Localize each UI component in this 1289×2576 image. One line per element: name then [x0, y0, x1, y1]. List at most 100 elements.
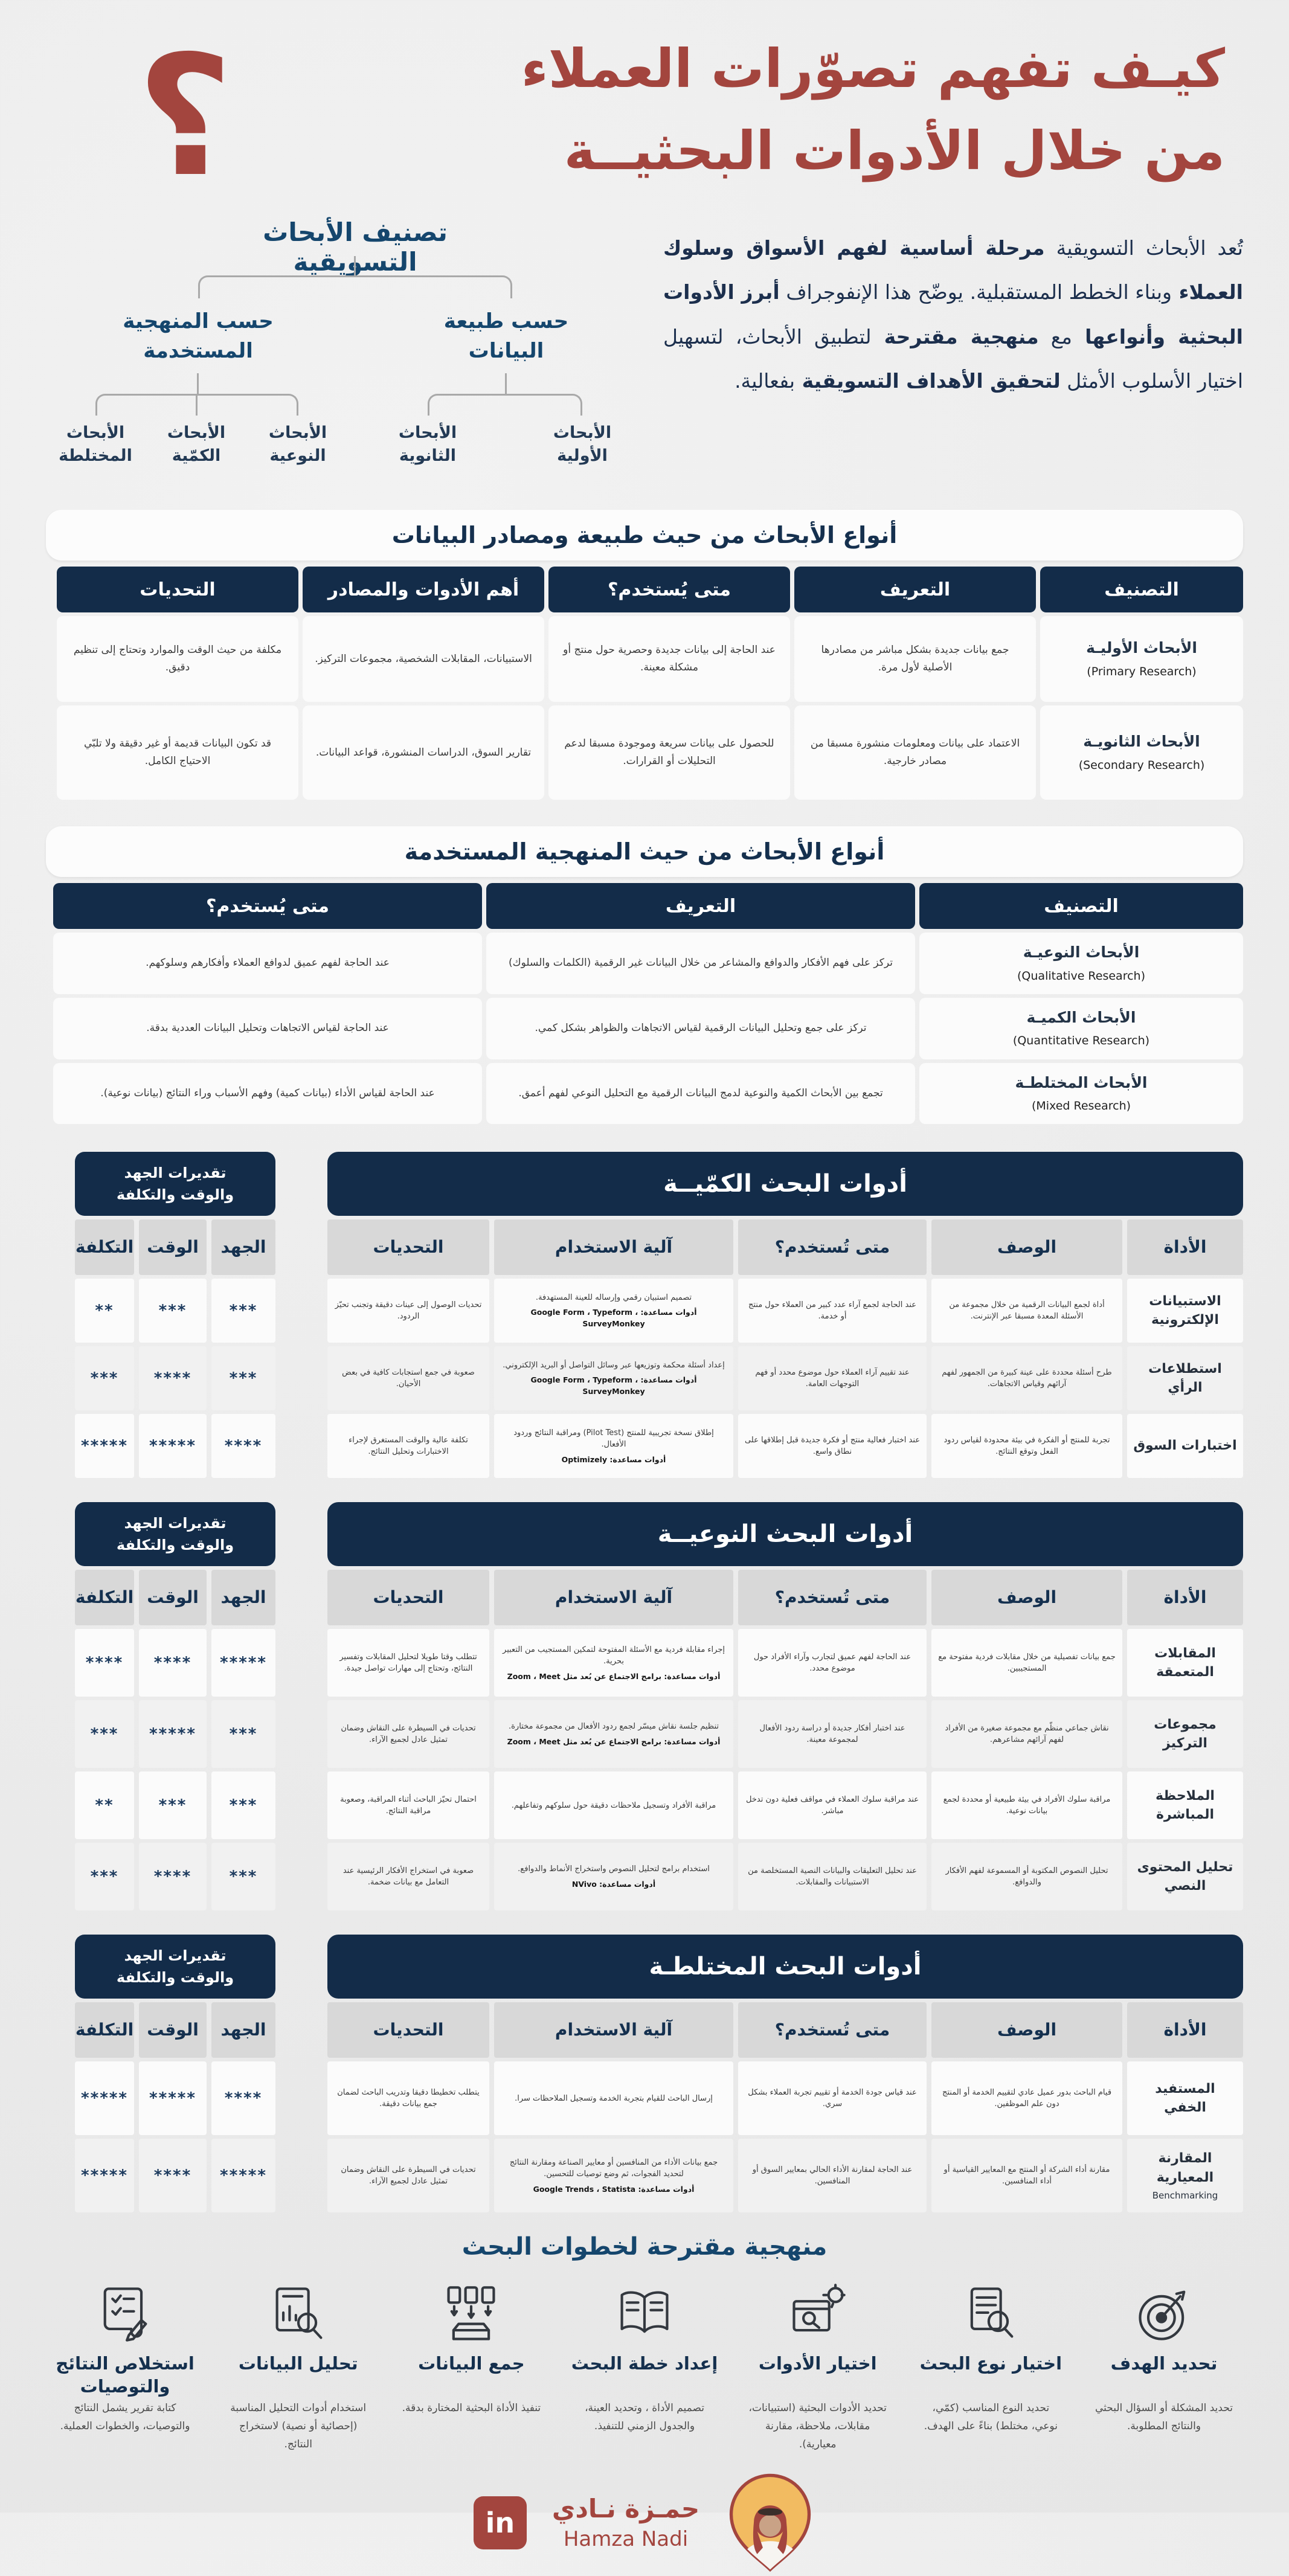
- tool-name: الملاحظة المباشرة: [1127, 1771, 1243, 1840]
- table-cell: تركز على فهم الأفكار والدوافع والمشاعر م…: [486, 933, 915, 994]
- time-rating: ****: [139, 1346, 207, 1411]
- cost-rating: **: [75, 1279, 134, 1343]
- table-methodology: التصنيف التعريف متى يُستخدم؟ الأبحاث الن…: [46, 883, 1243, 1125]
- tool-name: اختبارات السوق: [1127, 1414, 1243, 1479]
- hero-header: كيـف تفهم تصوّرات العملاء من خلال الأدوا…: [46, 14, 1243, 202]
- column-gap: [280, 2139, 323, 2212]
- author-name-arabic: حمـزة نـادي: [551, 2494, 700, 2524]
- section-qual-tools: أدوات البحث النوعيــة تقديرات الجهد والو…: [46, 1502, 1243, 1911]
- findings-icon: [46, 2274, 204, 2345]
- column-header: التحديات: [57, 567, 298, 612]
- column-header: الوصف: [931, 1570, 1122, 1626]
- tree-bracket-level1: [198, 275, 512, 298]
- table-cell: عند اختبار فعالية منتج أو فكرة جديدة قبل…: [738, 1414, 927, 1479]
- step-research-plan: إعداد خطة البحث تصميم الأداة ، وتحديد ال…: [565, 2274, 724, 2453]
- qual-tools-table: أدوات البحث النوعيــة تقديرات الجهد والو…: [46, 1502, 1243, 1911]
- section-method-steps: منهجية مقترحة لخطوات البحث تحديد الهدف ت…: [46, 2233, 1243, 2453]
- research-type-icon: [911, 2274, 1070, 2345]
- table-cell: احتمال تحيّز الباحث أثناء المراقبة، وصعو…: [327, 1771, 489, 1840]
- table-cell: عند اختبار أفكار جديدة أو دراسة ردود الأ…: [738, 1700, 927, 1768]
- helper-tools: أدوات مساعدة: Optimizely: [561, 1454, 666, 1464]
- table-cell-classification: الأبحاث الكميـة (Quantitative Research): [919, 997, 1243, 1059]
- table-cell: مراقبة سلوك الأفراد في بيئة طبيعية أو مح…: [931, 1771, 1122, 1840]
- table-cell-classification: الأبحاث النوعيـة (Qualitative Research): [919, 933, 1243, 994]
- column-gap: [280, 1346, 323, 1410]
- tool-name: المستفيد الخفي: [1127, 2061, 1243, 2136]
- column-header: متى تُستخدم؟: [738, 1219, 927, 1276]
- column-header: التكلفة: [75, 2002, 134, 2058]
- table-cell: جمع بيانات تفصيلية من خلال مقابلات فردية…: [931, 1629, 1122, 1697]
- table-cell: جمع بيانات الأداء من المنافسين أو معايير…: [494, 2139, 733, 2213]
- column-header: التعريف: [794, 567, 1036, 612]
- effort-rating: ***: [211, 1771, 275, 1840]
- table-cell-classification: الأبحاث الثانويـة (Secondary Research): [1040, 705, 1243, 800]
- tree-child-qualitative: الأبحاث النوعية: [268, 423, 327, 465]
- tool-name: الاستبيانات الإلكترونية: [1127, 1279, 1243, 1343]
- table-cell: مكلفة من حيث الوقت والموارد وتحتاج إلى ت…: [57, 616, 298, 702]
- effort-rating: *****: [211, 2139, 275, 2213]
- column-gap: [280, 1700, 323, 1768]
- quant-tools-table: أدوات البحث الكمّيــة تقديرات الجهد والو…: [46, 1152, 1243, 1479]
- intro-segment: أبرز الأدوات البحثية وأنواعها: [663, 280, 1243, 348]
- table-cell: إطلاق نسخة تجريبية للمنتج (Pilot Test) و…: [494, 1414, 733, 1479]
- intro-segment: لتحقيق الأهداف التسويقية: [795, 368, 1061, 393]
- table-cell: تجمع بين الأبحاث الكمية والنوعية لدمج ال…: [486, 1062, 915, 1125]
- helper-tools: أدوات مساعدة: برامج الاجتماع عن بُعد مثل…: [507, 1671, 721, 1681]
- effort-rating: ***: [211, 1700, 275, 1768]
- column-gap: [280, 1152, 323, 1216]
- tool-name: المقارنة المعيارية Benchmarking: [1127, 2139, 1243, 2213]
- helper-tools: أدوات مساعدة: Google Trends ، Statista: [533, 2184, 695, 2194]
- table-cell: عند الحاجة لفهم عميق لتجارب وآراء الأفرا…: [738, 1629, 927, 1697]
- table-cell: صعوبة في استخراج الأفكار الرئيسية عند ال…: [327, 1843, 489, 1911]
- tree-child-mixed: الأبحاث المختلطة: [59, 423, 132, 465]
- column-header: الجهد: [211, 1219, 275, 1276]
- time-rating: *****: [139, 1414, 207, 1479]
- tree-branch-data-nature: حسب طبيعة البيانات: [443, 309, 569, 364]
- column-header: الجهد: [211, 1570, 275, 1626]
- table-cell: تحديات في السيطرة على النقاش وضمان تمثيل…: [327, 2139, 489, 2213]
- cost-rating: ****: [75, 1629, 134, 1697]
- table-cell: عند الحاجة لقياس الأداء (بيانات كمية) وف…: [53, 1062, 482, 1125]
- column-header: متى تُستخدم؟: [738, 2002, 927, 2058]
- table-cell: عند الحاجة إلى بيانات جديدة وحصرية حول م…: [548, 616, 790, 702]
- tool-name: مجموعات التركيز: [1127, 1700, 1243, 1768]
- page-title: كيـف تفهم تصوّرات العملاء من خلال الأدوا…: [521, 28, 1225, 193]
- table-cell: تنظيم جلسة نقاش ميسّر لجمع ردود الأفعال …: [494, 1700, 733, 1768]
- tool-name: استطلاعات الرأي: [1127, 1346, 1243, 1411]
- cost-rating: *****: [75, 2139, 134, 2213]
- table-nature-title: أنواع الأبحاث من حيث طبيعة ومصادر البيان…: [391, 522, 898, 548]
- page-title-line1: كيـف تفهم تصوّرات العملاء: [521, 37, 1225, 100]
- estimates-panel-header: تقديرات الجهد والوقت والتكلفة: [75, 1935, 275, 1999]
- estimates-panel-header: تقديرات الجهد والوقت والتكلفة: [75, 1152, 275, 1216]
- column-gap: [280, 1502, 323, 1566]
- column-header: أهم الأدوات والمصادر: [303, 567, 544, 612]
- table-cell: عند الحاجة لقياس الاتجاهات وتحليل البيان…: [53, 997, 482, 1059]
- table-cell: الاستبيانات، المقابلات الشخصية، مجموعات …: [303, 616, 544, 702]
- table-cell: تجربة للمنتج أو الفكرة في بيئة محدودة لق…: [931, 1414, 1122, 1479]
- intro-segment: وبناء الخطط المستقبلية. يوضّح هذا الإنفو…: [779, 280, 1172, 304]
- table-cell: عند قياس جودة الخدمة أو تقييم تجربة العم…: [738, 2061, 927, 2136]
- column-header: التحديات: [327, 1219, 489, 1276]
- qual-tools-title: أدوات البحث النوعيــة: [327, 1502, 1243, 1567]
- table-cell-classification: الأبحاث المختلطـة (Mixed Research): [919, 1062, 1243, 1125]
- tree-connector: [505, 373, 507, 394]
- table-cell: يتطلب تخطيطا دقيقا وتدريب الباحث لضمان ج…: [327, 2061, 489, 2136]
- linkedin-icon[interactable]: in: [473, 2496, 527, 2549]
- page-title-line2: من خلال الأدوات البحثيــة: [564, 120, 1225, 182]
- table-nature-title-card: أنواع الأبحاث من حيث طبيعة ومصادر البيان…: [46, 510, 1243, 560]
- column-header: التكلفة: [75, 1219, 134, 1276]
- column-header: آلية الاستخدام: [494, 1219, 733, 1276]
- effort-rating: ***: [211, 1843, 275, 1911]
- table-cell: تتطلب وقتا طويلا لتحليل المقابلات وتفسير…: [327, 1629, 489, 1697]
- tree-child-primary: الأبحاث الأولية: [553, 423, 612, 465]
- tree-connector: [354, 256, 356, 275]
- section-table-nature: أنواع الأبحاث من حيث طبيعة ومصادر البيان…: [46, 510, 1243, 800]
- table-cell: عند مراقبة سلوك العملاء في مواقف فعلية د…: [738, 1771, 927, 1840]
- table-cell: قد تكون البيانات قديمة أو غير دقيقة ولا …: [57, 705, 298, 800]
- table-cell: صعوبة في جمع استجابات كافية في بعض الأحي…: [327, 1346, 489, 1411]
- method-steps-row: تحديد الهدف تحديد المشكلة أو السؤال البح…: [46, 2274, 1243, 2453]
- intro-segment: مع: [1038, 324, 1072, 348]
- intro-and-tree-row: تُعد الأبحاث التسويقية مرحلة أساسية لفهم…: [46, 217, 1243, 489]
- column-header: التعريف: [486, 883, 915, 929]
- column-header: التصنيف: [919, 883, 1243, 929]
